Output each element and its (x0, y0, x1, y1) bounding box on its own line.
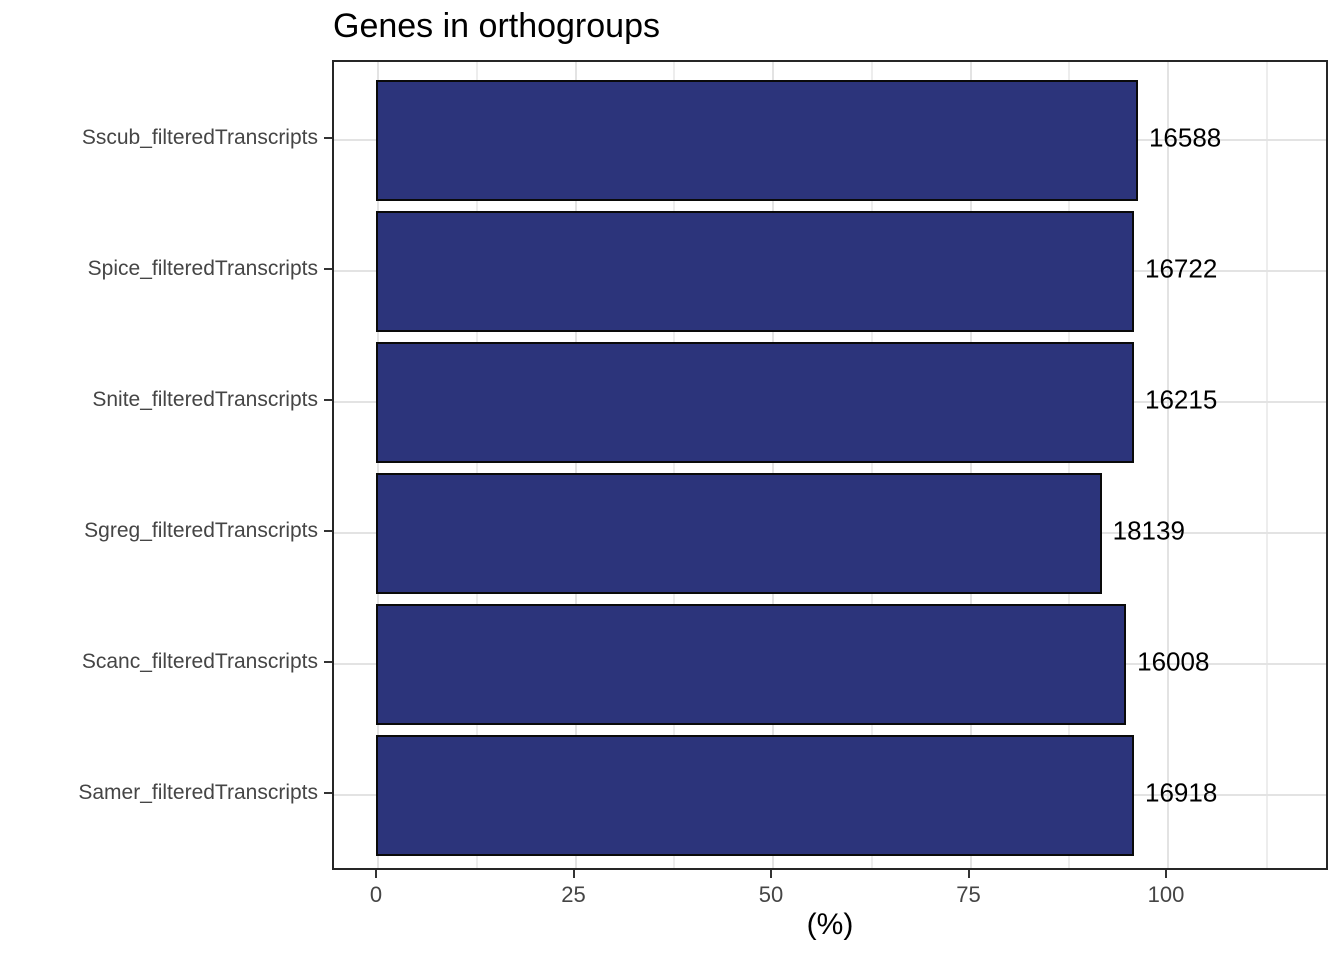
y-axis-tick (324, 661, 332, 663)
x-axis-tick (967, 870, 970, 878)
bar (376, 603, 1127, 725)
y-axis-label: Samer_filteredTranscripts (78, 781, 318, 804)
x-axis-tick-label: 75 (956, 882, 981, 907)
x-minor-gridline (870, 62, 873, 868)
y-axis-label: Spice_filteredTranscripts (87, 257, 318, 280)
x-axis-tick-label: 50 (758, 882, 784, 907)
plot-panel (332, 60, 1328, 870)
x-minor-gridline (1068, 62, 1071, 868)
x-axis-tick (770, 870, 772, 878)
x-axis-tick-label: 25 (561, 882, 586, 907)
x-major-gridline (1167, 62, 1169, 868)
y-axis-tick (324, 792, 332, 794)
y-axis-tick (324, 268, 332, 270)
chart-title: Genes in orthogroups (333, 7, 660, 45)
x-axis-tick-label: 0 (369, 882, 383, 907)
bar (376, 341, 1135, 463)
bar-value-label: 16008 (1137, 646, 1210, 677)
bar-value-label: 16588 (1148, 122, 1222, 153)
bar (376, 210, 1135, 332)
y-axis-tick (324, 137, 332, 139)
bar (376, 472, 1102, 594)
bar-value-label: 16918 (1145, 777, 1218, 808)
y-axis-label: Scanc_filteredTranscripts (81, 650, 318, 673)
bar-value-label: 18139 (1112, 515, 1185, 546)
x-major-gridline (772, 62, 774, 868)
x-major-gridline (574, 62, 577, 868)
bar (376, 79, 1138, 201)
x-minor-gridline (475, 62, 478, 868)
x-axis-tick-label: 100 (1147, 882, 1185, 907)
x-axis-title: (%) (806, 908, 854, 941)
x-major-gridline (377, 62, 379, 868)
y-axis-label: Sgreg_filteredTranscripts (84, 519, 318, 542)
bar-value-label: 16215 (1145, 384, 1218, 415)
x-axis-tick (375, 870, 377, 878)
bar-value-label: 16722 (1145, 253, 1218, 284)
x-axis-tick (572, 870, 575, 878)
x-minor-gridline (1265, 62, 1268, 868)
y-axis-tick (324, 530, 332, 532)
bar (376, 734, 1135, 856)
x-axis-tick (1165, 870, 1167, 878)
y-axis-label: Snite_filteredTranscripts (92, 388, 318, 411)
x-major-gridline (969, 62, 972, 868)
y-axis-tick (324, 399, 332, 401)
y-axis-label: Sscub_filteredTranscripts (81, 126, 318, 149)
x-minor-gridline (673, 62, 676, 868)
